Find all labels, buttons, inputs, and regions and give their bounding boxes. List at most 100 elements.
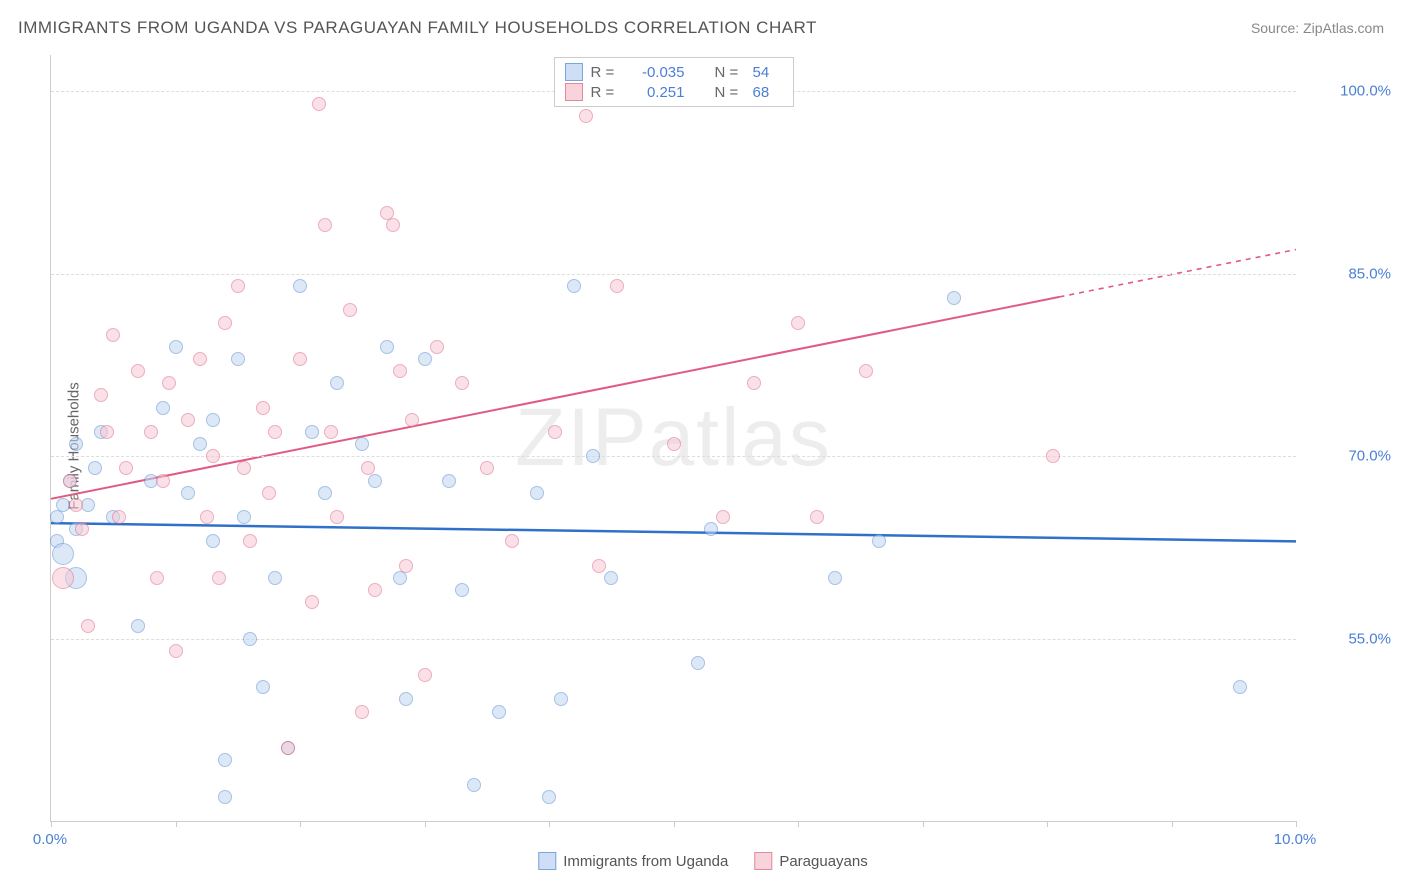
legend-R-value-paraguay: 0.251	[629, 84, 685, 101]
data-point-paraguay	[193, 352, 207, 366]
data-point-paraguay	[810, 510, 824, 524]
x-tick	[176, 821, 177, 827]
x-tick	[798, 821, 799, 827]
data-point-paraguay	[112, 510, 126, 524]
data-point-paraguay	[150, 571, 164, 585]
legend-swatch-uganda	[565, 63, 583, 81]
legend-R-label: R =	[591, 84, 621, 101]
legend-N-value-paraguay: 68	[753, 84, 783, 101]
data-point-paraguay	[262, 486, 276, 500]
y-tick-label: 55.0%	[1306, 630, 1391, 647]
data-point-uganda	[81, 498, 95, 512]
data-point-uganda	[399, 692, 413, 706]
data-point-paraguay	[75, 522, 89, 536]
data-point-uganda	[947, 291, 961, 305]
data-point-uganda	[554, 692, 568, 706]
data-point-paraguay	[63, 474, 77, 488]
gridline	[51, 639, 1296, 640]
data-point-uganda	[828, 571, 842, 585]
data-point-uganda	[131, 619, 145, 633]
data-point-paraguay	[747, 376, 761, 390]
data-point-uganda	[393, 571, 407, 585]
data-point-uganda	[206, 534, 220, 548]
data-point-uganda	[231, 352, 245, 366]
gridline	[51, 274, 1296, 275]
data-point-paraguay	[231, 279, 245, 293]
legend-N-label: N =	[715, 84, 745, 101]
data-point-paraguay	[361, 461, 375, 475]
legend-top-row-uganda: R =-0.035N =54	[565, 62, 783, 82]
data-point-paraguay	[592, 559, 606, 573]
data-point-paraguay	[480, 461, 494, 475]
data-point-paraguay	[169, 644, 183, 658]
data-point-uganda	[1233, 680, 1247, 694]
data-point-paraguay	[343, 303, 357, 317]
legend-swatch-paraguay	[754, 852, 772, 870]
data-point-uganda	[704, 522, 718, 536]
data-point-uganda	[691, 656, 705, 670]
data-point-paraguay	[393, 364, 407, 378]
data-point-uganda	[355, 437, 369, 451]
data-point-uganda	[604, 571, 618, 585]
data-point-paraguay	[418, 668, 432, 682]
x-tick	[549, 821, 550, 827]
legend-top-row-paraguay: R = 0.251 N = 68	[565, 82, 783, 102]
legend-N-value-uganda: 54	[753, 64, 783, 81]
data-point-uganda	[530, 486, 544, 500]
data-point-paraguay	[106, 328, 120, 342]
data-point-uganda	[442, 474, 456, 488]
data-point-uganda	[542, 790, 556, 804]
data-point-uganda	[268, 571, 282, 585]
data-point-paraguay	[579, 109, 593, 123]
y-tick-label: 85.0%	[1306, 265, 1391, 282]
data-point-paraguay	[293, 352, 307, 366]
data-point-uganda	[368, 474, 382, 488]
source-label: Source: ZipAtlas.com	[1251, 20, 1384, 36]
data-point-uganda	[69, 437, 83, 451]
legend-N-label: N =	[715, 64, 745, 81]
data-point-paraguay	[305, 595, 319, 609]
data-point-paraguay	[218, 316, 232, 330]
data-point-paraguay	[131, 364, 145, 378]
x-tick	[1296, 821, 1297, 827]
data-point-paraguay	[859, 364, 873, 378]
y-tick-label: 70.0%	[1306, 448, 1391, 465]
data-point-paraguay	[144, 425, 158, 439]
data-point-uganda	[243, 632, 257, 646]
data-point-uganda	[52, 543, 74, 565]
data-point-paraguay	[386, 218, 400, 232]
legend-bottom-item-paraguay: Paraguayans	[754, 852, 867, 870]
data-point-uganda	[455, 583, 469, 597]
data-point-uganda	[418, 352, 432, 366]
legend-swatch-uganda	[538, 852, 556, 870]
data-point-paraguay	[69, 498, 83, 512]
data-point-paraguay	[81, 619, 95, 633]
data-point-paraguay	[324, 425, 338, 439]
data-point-uganda	[218, 753, 232, 767]
data-point-uganda	[293, 279, 307, 293]
legend-top: R =-0.035N =54R =0.251N =68	[554, 57, 794, 107]
data-point-uganda	[181, 486, 195, 500]
data-point-paraguay	[312, 97, 326, 111]
data-point-uganda	[872, 534, 886, 548]
data-point-paraguay	[119, 461, 133, 475]
data-point-paraguay	[430, 340, 444, 354]
data-point-paraguay	[162, 376, 176, 390]
plot-area: ZIPatlas R =-0.035N =54R =0.251N =68 55.…	[50, 55, 1296, 822]
data-point-uganda	[305, 425, 319, 439]
data-point-uganda	[88, 461, 102, 475]
data-point-uganda	[567, 279, 581, 293]
trendline-paraguay	[51, 297, 1059, 499]
data-point-paraguay	[667, 437, 681, 451]
data-point-paraguay	[281, 741, 295, 755]
x-tick	[1047, 821, 1048, 827]
data-point-paraguay	[200, 510, 214, 524]
x-tick	[1172, 821, 1173, 827]
x-tick	[300, 821, 301, 827]
data-point-paraguay	[94, 388, 108, 402]
data-point-paraguay	[455, 376, 469, 390]
data-point-paraguay	[405, 413, 419, 427]
data-point-paraguay	[1046, 449, 1060, 463]
legend-bottom-item-uganda: Immigrants from Uganda	[538, 852, 728, 870]
data-point-paraguay	[181, 413, 195, 427]
